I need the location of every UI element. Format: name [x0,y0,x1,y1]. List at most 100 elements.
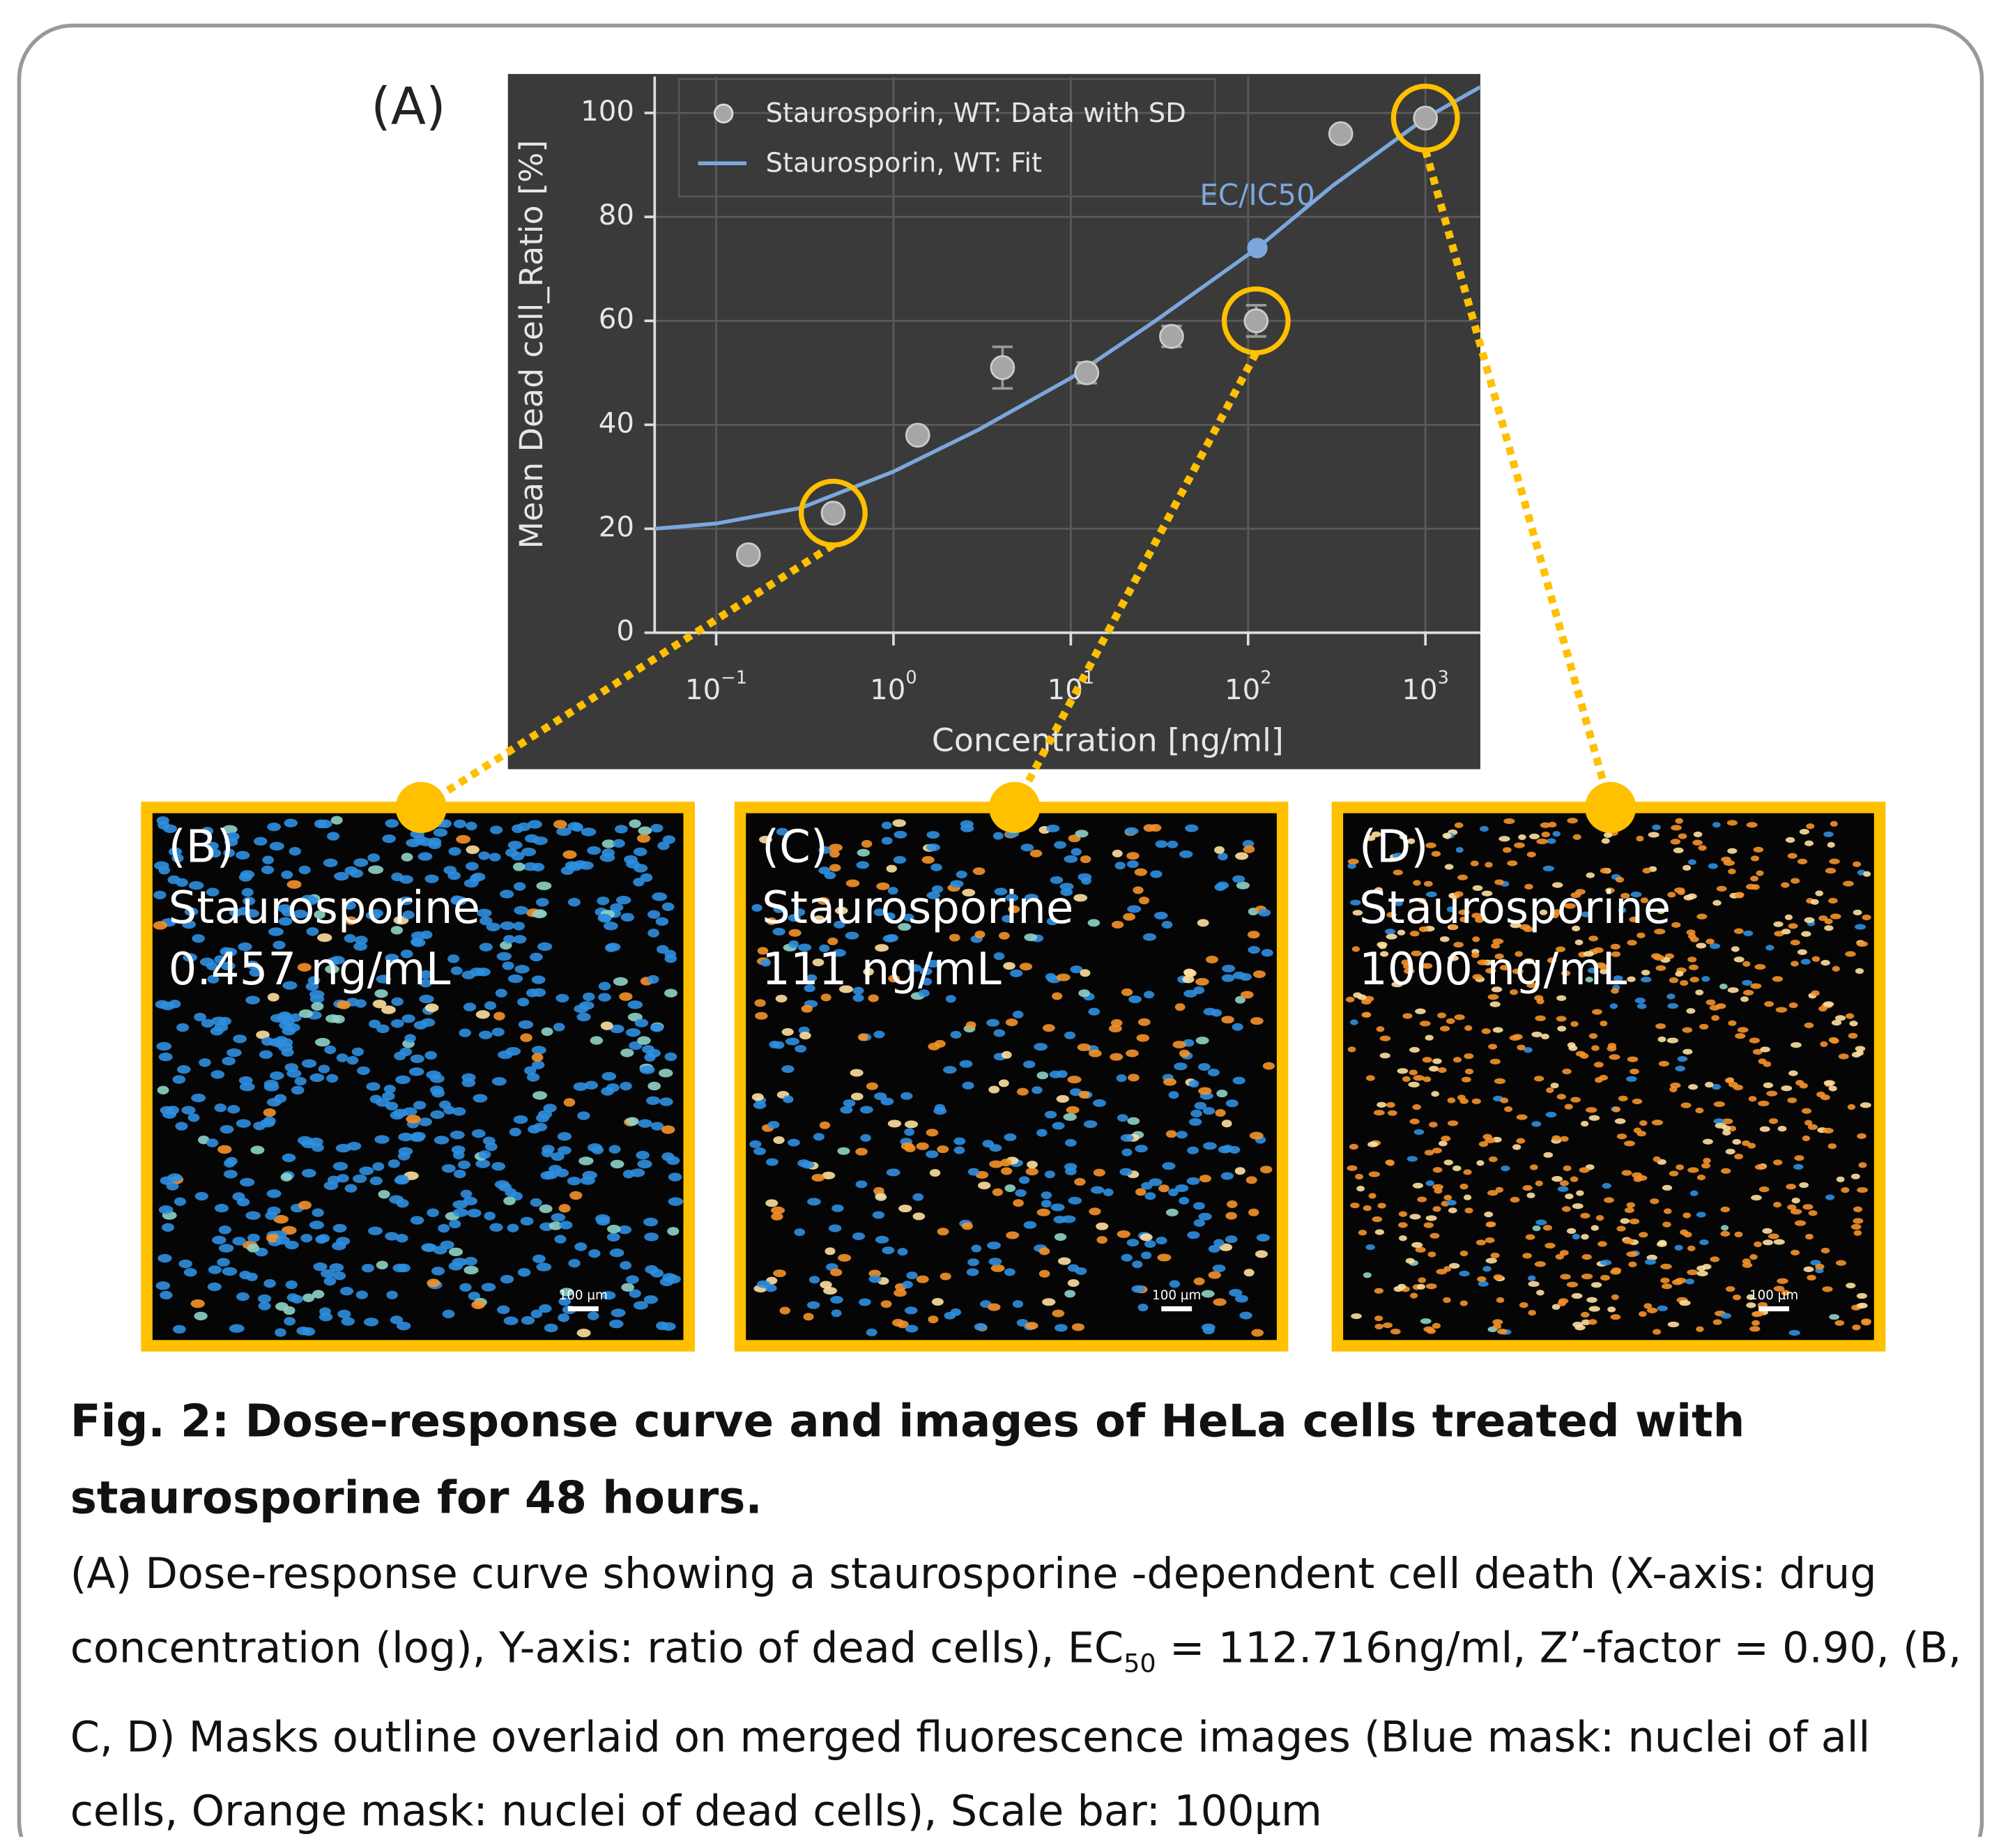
cell [369,1020,381,1028]
cell [1193,1202,1205,1209]
cell [1535,1261,1546,1267]
cell [861,840,873,848]
cell [1448,1207,1457,1213]
cell [1823,832,1833,837]
tick-base: 10 [685,674,721,706]
cell [526,988,539,997]
cell [1374,1315,1383,1321]
cell [1426,1215,1437,1221]
cell [616,896,631,904]
cell [264,1083,279,1091]
cell [1096,1223,1108,1230]
cell [1498,836,1510,841]
cell [1558,1186,1569,1192]
cell [1750,983,1761,988]
cell [1687,1167,1699,1173]
cell [580,861,594,869]
cell [1239,1312,1252,1320]
cell [882,837,893,845]
cell [1622,1170,1632,1175]
cell [609,1145,621,1153]
cell [1570,1097,1581,1102]
cell [396,1175,409,1183]
cell [588,1312,599,1320]
cell [1804,1267,1814,1272]
cell [1522,1253,1532,1258]
cell [156,1281,171,1290]
cell [1858,1162,1866,1168]
data-point [1160,325,1183,348]
cell [210,1027,224,1035]
cell [892,819,906,827]
cell [459,1283,471,1292]
cell [1399,1235,1407,1241]
cell [610,903,623,912]
cell [1406,1258,1415,1264]
cell [1609,1054,1620,1060]
panel-label: (D) [1359,821,1428,873]
cell [1749,1096,1757,1101]
cell [1689,977,1699,982]
cell [650,1269,664,1277]
cell [1686,1008,1695,1014]
cell [751,904,762,912]
cell [858,1033,868,1041]
cell [330,1263,344,1272]
cell [1121,1254,1133,1262]
cell [1126,1050,1139,1057]
cell [1671,839,1680,844]
cell [1377,1026,1385,1032]
cell [1789,1002,1798,1008]
cell [946,995,956,1002]
cell [208,1265,222,1274]
cell [587,846,601,855]
cell [922,856,935,864]
cell [1349,1144,1358,1150]
cell [532,1046,546,1054]
cell [1218,853,1228,860]
cell [988,1086,999,1094]
cell [1127,1117,1140,1125]
cell [621,1283,634,1292]
cell [1037,1209,1050,1216]
cell [1695,990,1703,995]
cell [1696,1271,1708,1276]
cell [291,1086,305,1094]
cell [553,1023,565,1031]
cell [766,1158,779,1166]
cell [928,1043,940,1051]
cell [1556,995,1566,1001]
cell [1787,1097,1797,1103]
cell [601,848,615,857]
cell [1676,1164,1684,1170]
cell [1742,1140,1750,1146]
cell [1006,1018,1018,1026]
cell [1250,1017,1264,1025]
cell [336,1237,350,1245]
cell [391,873,404,881]
cell [1257,1234,1270,1242]
cell [1175,1003,1186,1011]
cell [926,1150,938,1158]
cell [1533,1225,1541,1231]
cell [1738,1027,1749,1032]
cell [532,1091,547,1099]
cell [1209,1272,1221,1279]
cell [1788,1070,1798,1076]
cell [366,1082,380,1090]
cell [1829,1085,1837,1091]
cell [1126,852,1139,860]
cell [1064,1113,1077,1121]
cell [1855,1046,1866,1051]
cell [1682,1049,1692,1055]
cell [450,1131,465,1139]
cell [1809,1210,1818,1216]
cell [1195,1102,1206,1110]
cell [1002,1051,1012,1059]
cell [1720,1231,1730,1237]
cell [1503,847,1512,853]
cell [1637,1003,1647,1009]
cell [1786,1184,1796,1189]
cell [222,1267,238,1276]
cell [324,1046,336,1054]
